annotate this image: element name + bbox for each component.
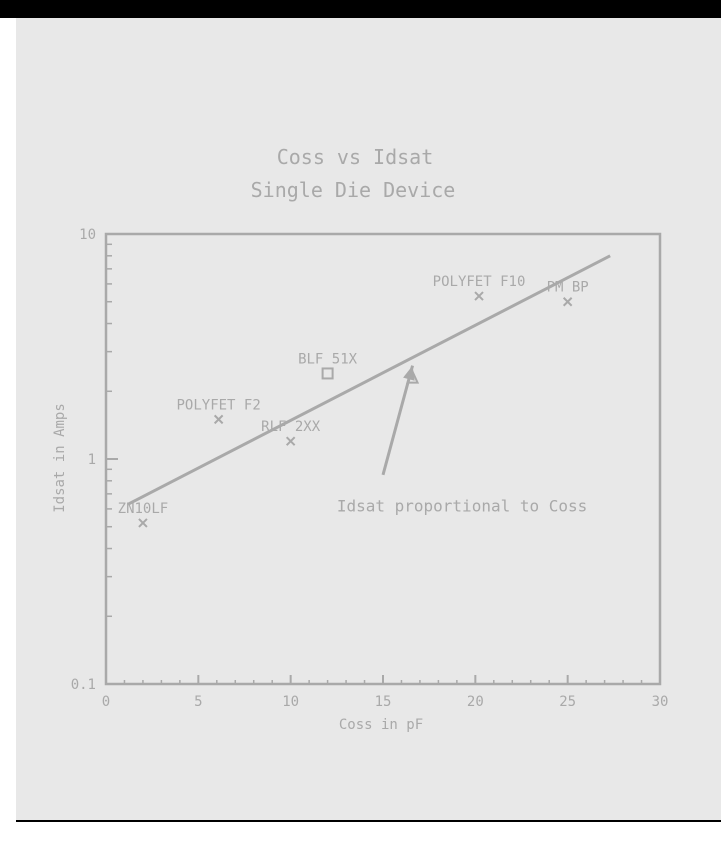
y-tick-label-2: 10 <box>79 227 96 243</box>
x-tick-label-6: 30 <box>652 694 669 710</box>
plot-frame <box>104 232 662 686</box>
data-point-3: BLF 51X <box>298 351 358 380</box>
point-marker-square <box>321 367 334 380</box>
point-label-3: BLF 51X <box>298 351 358 367</box>
x-tick-label-5: 25 <box>559 694 576 710</box>
y-tick-label-1: 1 <box>88 452 96 468</box>
data-point-0: ZN10LF <box>118 501 169 528</box>
data-point-2: RLF 2XX <box>261 419 321 446</box>
x-axis-label: Coss in pF <box>339 717 423 733</box>
point-marker-x <box>213 414 224 425</box>
y-tick-label-0: 0.1 <box>71 677 96 693</box>
data-point-5: POLYFET F10 <box>433 274 526 301</box>
axis-ticks <box>105 233 661 685</box>
chart-panel <box>16 18 721 820</box>
x-tick-label-2: 10 <box>282 694 299 710</box>
top-bar <box>0 0 721 18</box>
point-label-6: PM BP <box>547 280 589 296</box>
point-label-5: POLYFET F10 <box>433 274 526 290</box>
x-tick-label-0: 0 <box>102 694 110 710</box>
trend-line <box>127 254 611 506</box>
axis-tick-labels: 0 5 10 15 20 25 30 0.1 1 10 <box>71 227 669 710</box>
point-label-2: RLF 2XX <box>261 419 321 435</box>
x-tick-label-4: 20 <box>467 694 484 710</box>
point-marker-x <box>138 518 148 528</box>
point-marker-x <box>562 297 573 307</box>
x-tick-label-3: 15 <box>375 694 392 710</box>
chart-title-line-1: Coss vs Idsat <box>277 145 434 169</box>
annotation-text: Idsat proportional to Coss <box>337 497 587 516</box>
point-marker-x <box>474 291 484 301</box>
y-axis-label: Idsat in Amps <box>52 403 68 513</box>
data-point-6: PM BP <box>547 280 589 307</box>
data-point-1: POLYFET F2 <box>176 397 261 425</box>
point-label-0: ZN10LF <box>118 501 169 517</box>
point-label-1: POLYFET F2 <box>176 397 260 413</box>
chart-title-line-2: Single Die Device <box>251 178 456 202</box>
annotation-arrow <box>381 365 414 476</box>
x-tick-label-1: 5 <box>194 694 202 710</box>
annotation-arrowhead <box>403 365 415 381</box>
bottom-rule <box>16 820 721 822</box>
point-marker-x <box>285 436 296 446</box>
